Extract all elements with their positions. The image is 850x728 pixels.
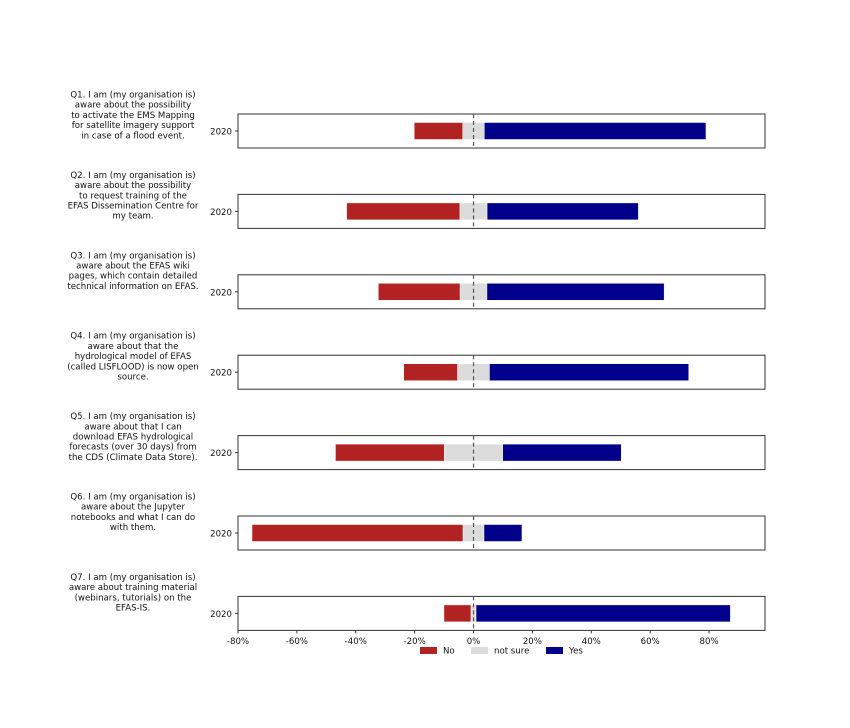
category-label: 2020 (210, 530, 232, 540)
question-label-line: aware about that the (88, 342, 179, 352)
question-label-line: EFAS Dissemination Centre for (68, 202, 199, 212)
category-label: 2020 (210, 128, 232, 138)
bar-yes (475, 604, 731, 623)
x-tick-label: 20% (523, 637, 542, 647)
question-label-line: Q1. I am (my organisation is) (70, 91, 195, 101)
legend-swatch-no (420, 647, 437, 654)
question-label-line: EFAS-IS. (116, 604, 151, 614)
question-label-line: to request training of the (79, 191, 187, 201)
question-label-line: aware about the possibility (75, 101, 191, 111)
bar-no (251, 524, 464, 542)
x-tick-label: 60% (641, 637, 660, 647)
question-label-line: Q5. I am (my organisation is) (70, 412, 195, 422)
category-label: 2020 (210, 449, 232, 459)
bar-no (378, 283, 461, 301)
question-label-line: (webinars, tutorials) on the (75, 593, 192, 603)
question-label-line: aware about that I can (84, 422, 181, 432)
bar-no (346, 202, 461, 221)
question-label-line: to activate the EMS Mapping (71, 111, 195, 121)
question-label-line: forecasts (over 30 days) from (69, 443, 196, 453)
category-label: 2020 (210, 369, 232, 379)
question-label-line: in case of a flood event. (81, 131, 184, 141)
x-tick-label: -80% (227, 637, 249, 647)
question-label-line: aware about the EFAS wiki (76, 262, 190, 272)
bar-yes (486, 202, 639, 221)
x-tick-label: 0% (467, 637, 481, 647)
question-label-line: Q3. I am (my organisation is) (70, 251, 195, 261)
question-label-line: Q2. I am (my organisation is) (70, 171, 195, 181)
x-tick-label: -20% (404, 637, 426, 647)
legend-label: No (443, 647, 455, 657)
question-label-line: with them. (110, 523, 156, 533)
category-label: 2020 (210, 610, 232, 620)
x-tick-label: -60% (286, 637, 308, 647)
bar-yes (502, 443, 622, 462)
question-label-line: Q6. I am (my organisation is) (70, 493, 195, 503)
question-label-line: (called LISFLOOD) is now open (67, 362, 199, 372)
question-label-line: aware about the possibility (75, 181, 191, 191)
question-label-line: aware about training material (69, 583, 197, 593)
question-label-line: notebooks and what I can do (71, 513, 195, 523)
question-label-line: source. (117, 373, 148, 383)
bar-no (403, 363, 458, 381)
legend-swatch-yes (546, 647, 563, 654)
category-label: 2020 (210, 208, 232, 218)
legend-label: Yes (568, 647, 583, 657)
question-label-line: for satellite imagery support (72, 121, 195, 131)
x-tick-label: 80% (700, 637, 719, 647)
question-label-line: aware about the Jupyter (81, 503, 185, 513)
subplot-frame (237, 193, 766, 229)
bar-yes (483, 524, 523, 542)
bar-no (443, 604, 472, 623)
question-label-line: hydrological model of EFAS (75, 352, 192, 362)
question-label-line: pages, which contain detailed (69, 272, 198, 282)
legend-swatch-not-sure (471, 647, 488, 654)
question-label-line: the CDS (Climate Data Store). (69, 453, 198, 463)
category-label: 2020 (210, 288, 232, 298)
question-label-line: my team. (112, 212, 153, 222)
legend-label: not sure (494, 647, 529, 657)
question-label-line: Q4. I am (my organisation is) (70, 332, 195, 342)
question-label-line: download EFAS hydrological (73, 433, 193, 443)
bar-yes (489, 363, 689, 381)
x-tick-label: 40% (582, 637, 601, 647)
x-tick-label: -40% (345, 637, 367, 647)
bar-yes (484, 122, 707, 140)
question-label-line: Q7. I am (my organisation is) (70, 573, 195, 583)
bar-yes (486, 283, 665, 301)
question-label-line: technical information on EFAS. (67, 282, 198, 292)
bar-no (335, 443, 445, 462)
bar-no (413, 122, 464, 140)
